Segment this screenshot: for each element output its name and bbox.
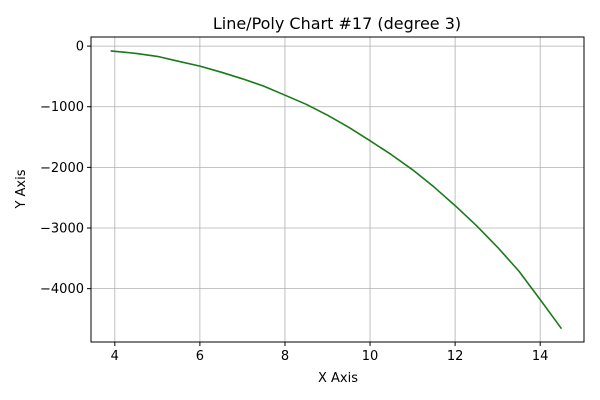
x-tick-label: 8 <box>281 349 289 364</box>
y-axis-title: Y Axis <box>14 169 29 209</box>
grid <box>91 37 584 342</box>
y-tick-label: −4000 <box>40 282 84 297</box>
series-layer <box>110 50 563 330</box>
y-tick-label: −2000 <box>40 161 84 176</box>
y-tick-label: −1000 <box>40 100 84 115</box>
x-axis-title: X Axis <box>318 371 358 386</box>
x-tick-label: 10 <box>362 349 379 364</box>
x-tick-label: 12 <box>447 349 464 364</box>
x-tick-label: 6 <box>196 349 204 364</box>
chart-title: Line/Poly Chart #17 (degree 3) <box>213 14 461 33</box>
y-tick-label: −3000 <box>40 222 84 237</box>
x-tick-label: 14 <box>532 349 549 364</box>
y-tick-label: 0 <box>76 40 84 55</box>
x-tick-label: 4 <box>111 349 119 364</box>
series-line <box>110 50 563 330</box>
tick-layer: 4 6 8 10 12 14 0 −1000 −2000 −3000 −4000 <box>40 40 548 364</box>
plot-frame <box>90 36 585 343</box>
